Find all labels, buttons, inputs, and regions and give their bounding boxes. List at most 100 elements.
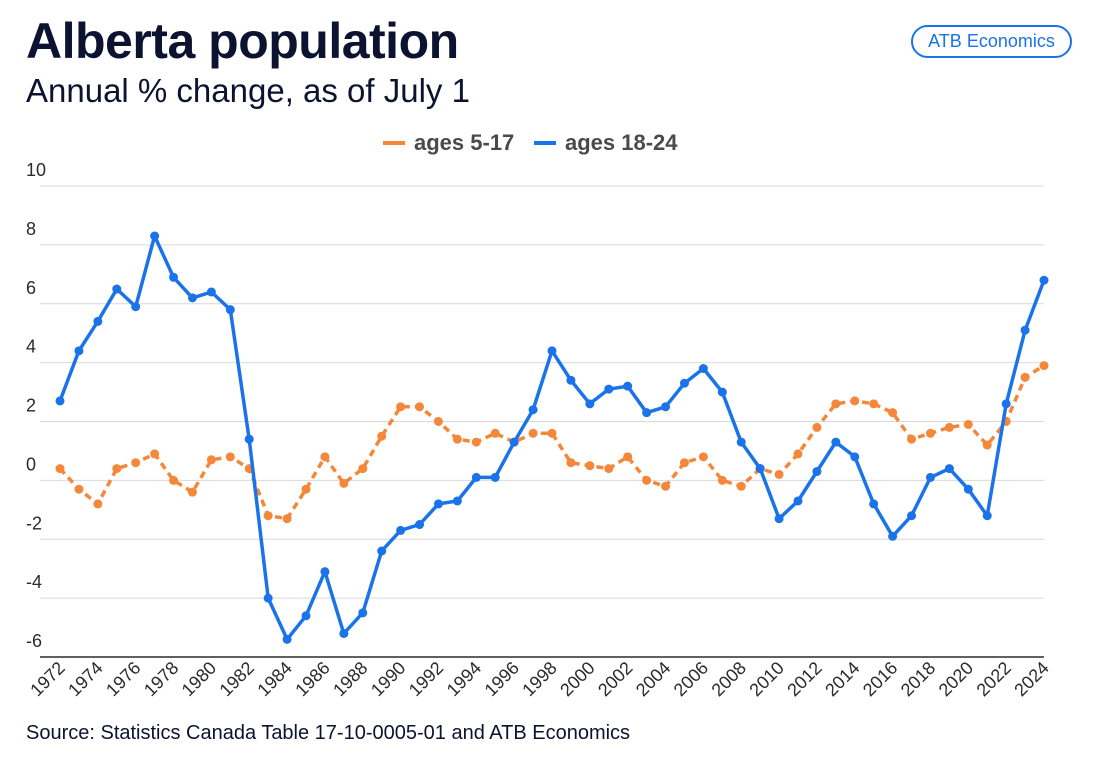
y-tick-label: 10 bbox=[26, 160, 46, 180]
legend-label-ages-18-24: ages 18-24 bbox=[565, 130, 678, 155]
data-point-ages-18-24 bbox=[1039, 275, 1049, 285]
data-point-ages-18-24 bbox=[679, 378, 689, 388]
series-group bbox=[55, 231, 1049, 644]
data-point-ages-18-24 bbox=[566, 375, 576, 385]
data-point-ages-5-17 bbox=[74, 484, 84, 494]
data-point-ages-5-17 bbox=[377, 431, 387, 441]
data-point-ages-5-17 bbox=[471, 437, 481, 447]
data-point-ages-5-17 bbox=[869, 399, 879, 409]
data-point-ages-18-24 bbox=[585, 399, 595, 409]
y-tick-label: -2 bbox=[26, 513, 42, 533]
data-point-ages-5-17 bbox=[490, 428, 500, 438]
x-tick-label: 2024 bbox=[1010, 658, 1052, 700]
data-point-ages-5-17 bbox=[320, 452, 330, 462]
data-point-ages-5-17 bbox=[717, 475, 727, 485]
data-point-ages-18-24 bbox=[850, 452, 860, 462]
x-tick-label: 2002 bbox=[594, 658, 636, 700]
data-point-ages-18-24 bbox=[433, 499, 443, 509]
data-point-ages-18-24 bbox=[717, 387, 727, 397]
data-point-ages-5-17 bbox=[736, 481, 746, 491]
data-point-ages-18-24 bbox=[547, 346, 557, 356]
atb-economics-badge[interactable]: ATB Economics bbox=[911, 25, 1072, 58]
data-point-ages-5-17 bbox=[93, 499, 103, 509]
data-point-ages-18-24 bbox=[301, 611, 311, 621]
y-tick-label: 8 bbox=[26, 219, 36, 239]
data-point-ages-5-17 bbox=[661, 481, 671, 491]
data-point-ages-18-24 bbox=[263, 593, 273, 603]
y-tick-label: -6 bbox=[26, 631, 42, 651]
data-point-ages-5-17 bbox=[774, 469, 784, 479]
data-point-ages-18-24 bbox=[225, 305, 235, 315]
x-tick-label: 1990 bbox=[367, 658, 409, 700]
data-point-ages-18-24 bbox=[339, 628, 349, 638]
gridlines bbox=[40, 185, 1044, 599]
chart-subtitle: Annual % change, as of July 1 bbox=[26, 72, 470, 109]
data-point-ages-18-24 bbox=[131, 302, 141, 312]
data-point-ages-18-24 bbox=[963, 484, 973, 494]
data-point-ages-18-24 bbox=[793, 496, 803, 506]
data-point-ages-18-24 bbox=[755, 464, 765, 474]
data-point-ages-18-24 bbox=[774, 514, 784, 524]
data-point-ages-5-17 bbox=[396, 402, 406, 412]
source-note: Source: Statistics Canada Table 17-10-00… bbox=[26, 722, 631, 744]
data-point-ages-18-24 bbox=[982, 511, 992, 521]
data-point-ages-18-24 bbox=[282, 634, 292, 644]
y-tick-label: -4 bbox=[26, 572, 42, 592]
legend-label-ages-5-17: ages 5-17 bbox=[414, 130, 514, 155]
data-point-ages-18-24 bbox=[74, 346, 84, 356]
data-point-ages-5-17 bbox=[963, 419, 973, 429]
data-point-ages-18-24 bbox=[150, 231, 160, 241]
x-tick-label: 1988 bbox=[329, 658, 371, 700]
data-point-ages-18-24 bbox=[528, 405, 538, 415]
data-point-ages-5-17 bbox=[679, 458, 689, 468]
y-tick-label: 0 bbox=[26, 454, 36, 474]
data-point-ages-18-24 bbox=[244, 434, 254, 444]
data-point-ages-18-24 bbox=[1001, 399, 1011, 409]
data-point-ages-18-24 bbox=[187, 293, 197, 303]
x-tick-label: 2000 bbox=[556, 658, 598, 700]
data-point-ages-5-17 bbox=[339, 478, 349, 488]
data-point-ages-18-24 bbox=[831, 437, 841, 447]
data-point-ages-5-17 bbox=[433, 417, 443, 426]
legend: ages 5-17 ages 18-24 bbox=[383, 130, 678, 155]
x-tick-label: 1986 bbox=[291, 658, 333, 700]
x-tick-label: 1972 bbox=[26, 658, 68, 700]
chart-title: Alberta population bbox=[26, 13, 459, 69]
x-tick-label: 1998 bbox=[518, 658, 560, 700]
series-line-ages-5-17 bbox=[58, 364, 1045, 521]
data-point-ages-18-24 bbox=[944, 464, 954, 474]
y-axis-ticks: 10 8 6 4 2 0 -2 -4 -6 bbox=[26, 160, 46, 651]
data-point-ages-5-17 bbox=[169, 475, 179, 485]
x-tick-label: 1982 bbox=[216, 658, 258, 700]
data-point-ages-5-17 bbox=[452, 434, 462, 444]
data-point-ages-5-17 bbox=[585, 461, 595, 471]
data-point-ages-5-17 bbox=[1039, 361, 1049, 371]
data-point-ages-5-17 bbox=[566, 458, 576, 468]
data-point-ages-18-24 bbox=[698, 364, 708, 374]
data-point-ages-18-24 bbox=[888, 531, 898, 541]
y-tick-label: 2 bbox=[26, 396, 36, 416]
x-tick-label: 2022 bbox=[973, 658, 1015, 700]
data-point-ages-18-24 bbox=[206, 287, 216, 297]
data-point-ages-5-17 bbox=[812, 422, 822, 432]
y-tick-label: 6 bbox=[26, 278, 36, 298]
data-point-ages-5-17 bbox=[925, 428, 935, 438]
data-point-ages-18-24 bbox=[661, 402, 671, 412]
x-tick-label: 2008 bbox=[708, 658, 750, 700]
data-point-ages-18-24 bbox=[471, 472, 481, 482]
data-point-ages-18-24 bbox=[396, 525, 406, 535]
data-point-ages-5-17 bbox=[623, 452, 633, 462]
data-point-ages-5-17 bbox=[150, 449, 160, 459]
data-point-ages-5-17 bbox=[55, 464, 65, 474]
data-point-ages-5-17 bbox=[206, 455, 216, 465]
data-point-ages-18-24 bbox=[93, 316, 103, 326]
x-tick-label: 1992 bbox=[405, 658, 447, 700]
data-point-ages-18-24 bbox=[604, 384, 614, 394]
data-point-ages-18-24 bbox=[812, 467, 822, 477]
data-point-ages-18-24 bbox=[112, 284, 122, 294]
data-point-ages-5-17 bbox=[358, 464, 368, 474]
data-point-ages-5-17 bbox=[301, 484, 311, 494]
x-tick-label: 2014 bbox=[821, 658, 863, 700]
y-tick-label: 4 bbox=[26, 337, 36, 357]
